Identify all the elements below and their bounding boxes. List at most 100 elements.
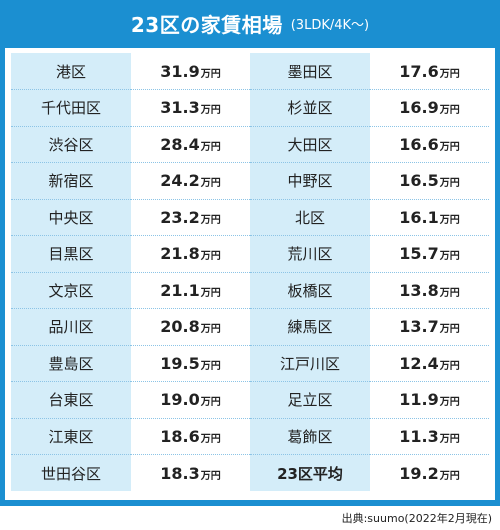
rent-value-cell: 24.2万円 [131, 162, 250, 200]
rent-value: 15.7 [399, 244, 439, 264]
ward-name-cell: 練馬区 [250, 308, 370, 346]
page-title: 23区の家賃相場 [130, 12, 283, 37]
rent-value: 16.5 [399, 171, 439, 191]
ward-name-cell: 新宿区 [11, 162, 131, 200]
rent-unit: 万円 [200, 141, 221, 153]
rent-value-cell: 11.3万円 [370, 418, 489, 455]
rent-value-cell: 13.8万円 [370, 272, 489, 309]
rent-unit: 万円 [439, 178, 460, 190]
ward-name-cell: 江東区 [11, 418, 131, 455]
rent-value: 18.3 [160, 463, 200, 483]
table-row: 台東区 19.0万円 足立区 11.9万円 [11, 381, 489, 419]
source-note: 出典:suumo(2022年2月現在) [341, 512, 492, 525]
rent-value: 24.2 [160, 171, 200, 191]
rent-unit: 万円 [200, 360, 221, 372]
rent-unit: 万円 [439, 360, 460, 372]
rent-value-cell: 16.9万円 [370, 89, 489, 127]
rent-value: 19.0 [160, 390, 200, 410]
rent-unit: 万円 [200, 178, 221, 190]
ward-name-cell: 23区平均 [250, 454, 370, 491]
ward-name-cell: 世田谷区 [11, 454, 131, 491]
table-row: 文京区 21.1万円 板橋区 13.8万円 [11, 272, 489, 309]
rent-value-cell: 19.2万円 [370, 454, 489, 491]
ward-name-cell: 荒川区 [250, 235, 370, 273]
rent-value: 13.7 [399, 317, 439, 337]
table-row: 渋谷区 28.4万円 大田区 16.6万円 [11, 126, 489, 163]
rent-value-cell: 23.2万円 [131, 199, 250, 236]
rent-unit: 万円 [200, 433, 221, 445]
ward-name-cell: 文京区 [11, 272, 131, 309]
rent-value-cell: 11.9万円 [370, 381, 489, 419]
rent-unit: 万円 [439, 68, 460, 80]
ward-name-cell: 目黒区 [11, 235, 131, 273]
rent-value-cell: 18.3万円 [131, 454, 250, 491]
rent-value: 21.8 [160, 244, 200, 264]
ward-name-cell: 大田区 [250, 126, 370, 163]
rent-value-cell: 15.7万円 [370, 235, 489, 273]
rent-value-cell: 16.6万円 [370, 126, 489, 163]
page-subtitle: (3LDK/4K〜) [290, 17, 370, 33]
rent-value-cell: 31.3万円 [131, 89, 250, 127]
rent-value: 11.3 [399, 426, 439, 446]
rent-unit: 万円 [200, 251, 221, 263]
rent-value: 19.5 [160, 353, 200, 373]
rent-value: 16.6 [399, 134, 439, 154]
rent-value-cell: 21.8万円 [131, 235, 250, 273]
rent-value-cell: 19.5万円 [131, 345, 250, 382]
rent-value-cell: 28.4万円 [131, 126, 250, 163]
table-row: 中央区 23.2万円 北区 16.1万円 [11, 199, 489, 236]
ward-name-cell: 中央区 [11, 199, 131, 236]
ward-name-cell: 杉並区 [250, 89, 370, 127]
rent-unit: 万円 [439, 105, 460, 117]
rent-value: 28.4 [160, 134, 200, 154]
title-bar: 23区の家賃相場 (3LDK/4K〜) [0, 0, 500, 46]
ward-name-cell: 渋谷区 [11, 126, 131, 163]
ward-name-cell: 千代田区 [11, 89, 131, 127]
table-row: 品川区 20.8万円 練馬区 13.7万円 [11, 308, 489, 346]
rent-value: 21.1 [160, 280, 200, 300]
rent-value-cell: 16.5万円 [370, 162, 489, 200]
rent-value-cell: 17.6万円 [370, 53, 489, 90]
rent-value-cell: 18.6万円 [131, 418, 250, 455]
rent-unit: 万円 [200, 214, 221, 226]
rent-unit: 万円 [200, 68, 221, 80]
rent-unit: 万円 [200, 287, 221, 299]
rent-value-cell: 31.9万円 [131, 53, 250, 90]
rent-unit: 万円 [439, 141, 460, 153]
rent-table-body: 港区 31.9万円 墨田区 17.6万円 千代田区 31.3万円 杉並区 16.9万円 渋谷区 2… [11, 53, 489, 491]
rent-value-cell: 21.1万円 [131, 272, 250, 309]
rent-value: 11.9 [399, 390, 439, 410]
rent-unit: 万円 [200, 470, 221, 482]
rent-value: 19.2 [399, 463, 439, 483]
rent-value: 18.6 [160, 426, 200, 446]
table-row: 港区 31.9万円 墨田区 17.6万円 [11, 53, 489, 90]
rent-value: 16.1 [399, 207, 439, 227]
rent-value: 16.9 [399, 98, 439, 118]
rent-value: 31.3 [160, 98, 200, 118]
ward-name-cell: 墨田区 [250, 53, 370, 90]
ward-name-cell: 豊島区 [11, 345, 131, 382]
rent-value: 23.2 [160, 207, 200, 227]
ward-name-cell: 品川区 [11, 308, 131, 346]
rent-value-cell: 20.8万円 [131, 308, 250, 346]
table-frame: 23区の家賃相場 (3LDK/4K〜) 港区 31.9万円 墨田区 17.6万円 千代田… [0, 0, 500, 506]
rent-value-cell: 16.1万円 [370, 199, 489, 236]
ward-name-cell: 港区 [11, 53, 131, 90]
rent-unit: 万円 [439, 324, 460, 336]
rent-unit: 万円 [439, 251, 460, 263]
table-row: 世田谷区 18.3万円 23区平均 19.2万円 [11, 454, 489, 491]
rent-value: 12.4 [399, 353, 439, 373]
ward-name-cell: 北区 [250, 199, 370, 236]
table-row: 千代田区 31.3万円 杉並区 16.9万円 [11, 89, 489, 127]
rent-table-container: 港区 31.9万円 墨田区 17.6万円 千代田区 31.3万円 杉並区 16.9万円 渋谷区 2… [5, 48, 495, 500]
ward-name-cell: 江戸川区 [250, 345, 370, 382]
table-row: 新宿区 24.2万円 中野区 16.5万円 [11, 162, 489, 200]
table-row: 目黒区 21.8万円 荒川区 15.7万円 [11, 235, 489, 273]
rent-unit: 万円 [200, 324, 221, 336]
ward-name-cell: 葛飾区 [250, 418, 370, 455]
rent-unit: 万円 [439, 470, 460, 482]
rent-value: 13.8 [399, 280, 439, 300]
ward-name-cell: 中野区 [250, 162, 370, 200]
ward-name-cell: 板橋区 [250, 272, 370, 309]
rent-unit: 万円 [439, 397, 460, 409]
